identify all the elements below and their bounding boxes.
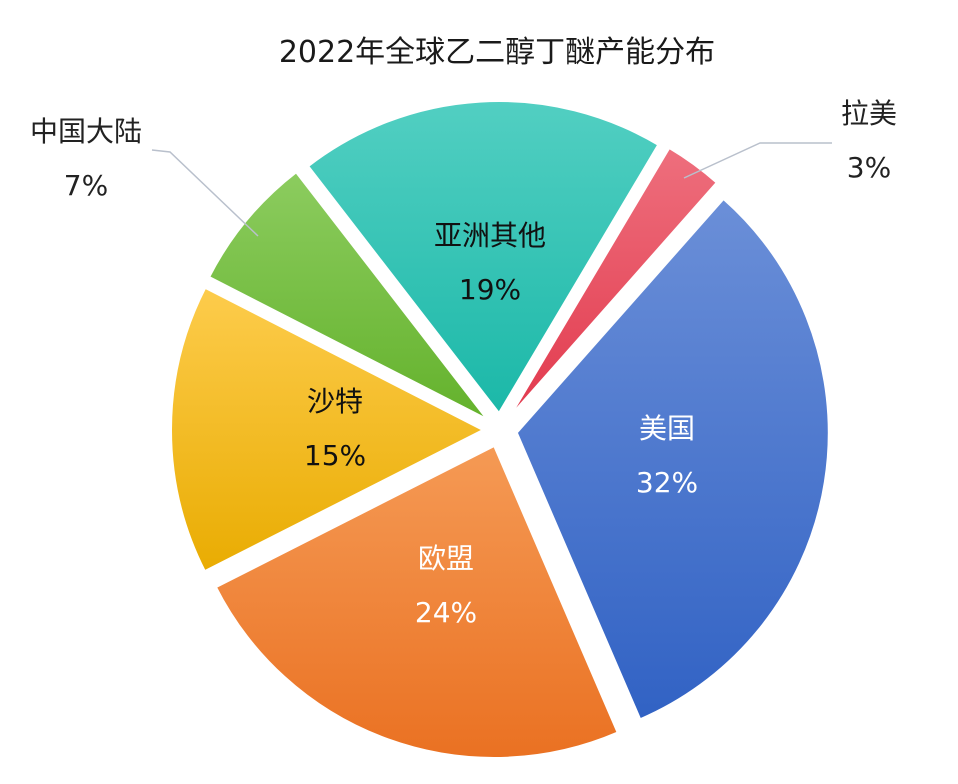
slice-value-label-4: 7% xyxy=(64,169,108,202)
pie-slice-2 xyxy=(214,444,619,759)
leader-line-4 xyxy=(151,149,259,237)
slice-value-label-5: 19% xyxy=(459,273,521,306)
pie-slice-4 xyxy=(207,170,488,421)
pie-labels: 美国 32% 欧盟 24% 沙特 15% 中国大陆 7% 亚洲其他 19% 拉美 3% xyxy=(30,97,897,629)
slice-value-label-2: 24% xyxy=(415,596,477,629)
pie-slice-6 xyxy=(509,146,719,417)
pie-slice-5 xyxy=(306,100,660,415)
slice-value-label-1: 32% xyxy=(636,466,698,499)
pie-slices xyxy=(170,100,830,759)
slice-name-label-6: 拉美 xyxy=(841,97,897,130)
pie-slice-1 xyxy=(515,197,830,721)
slice-value-label-3: 15% xyxy=(304,439,366,472)
slice-name-label-2: 欧盟 xyxy=(418,542,474,575)
slice-value-label-6: 3% xyxy=(847,151,891,184)
chart-title: 2022年全球乙二醇丁醚产能分布 xyxy=(279,35,715,70)
leader-line-6 xyxy=(683,142,832,179)
slice-name-label-4: 中国大陆 xyxy=(30,115,142,148)
slice-name-label-1: 美国 xyxy=(639,412,695,445)
slice-name-label-5: 亚洲其他 xyxy=(434,219,546,252)
slice-name-label-3: 沙特 xyxy=(307,385,363,418)
pie-slice-3 xyxy=(170,286,486,573)
